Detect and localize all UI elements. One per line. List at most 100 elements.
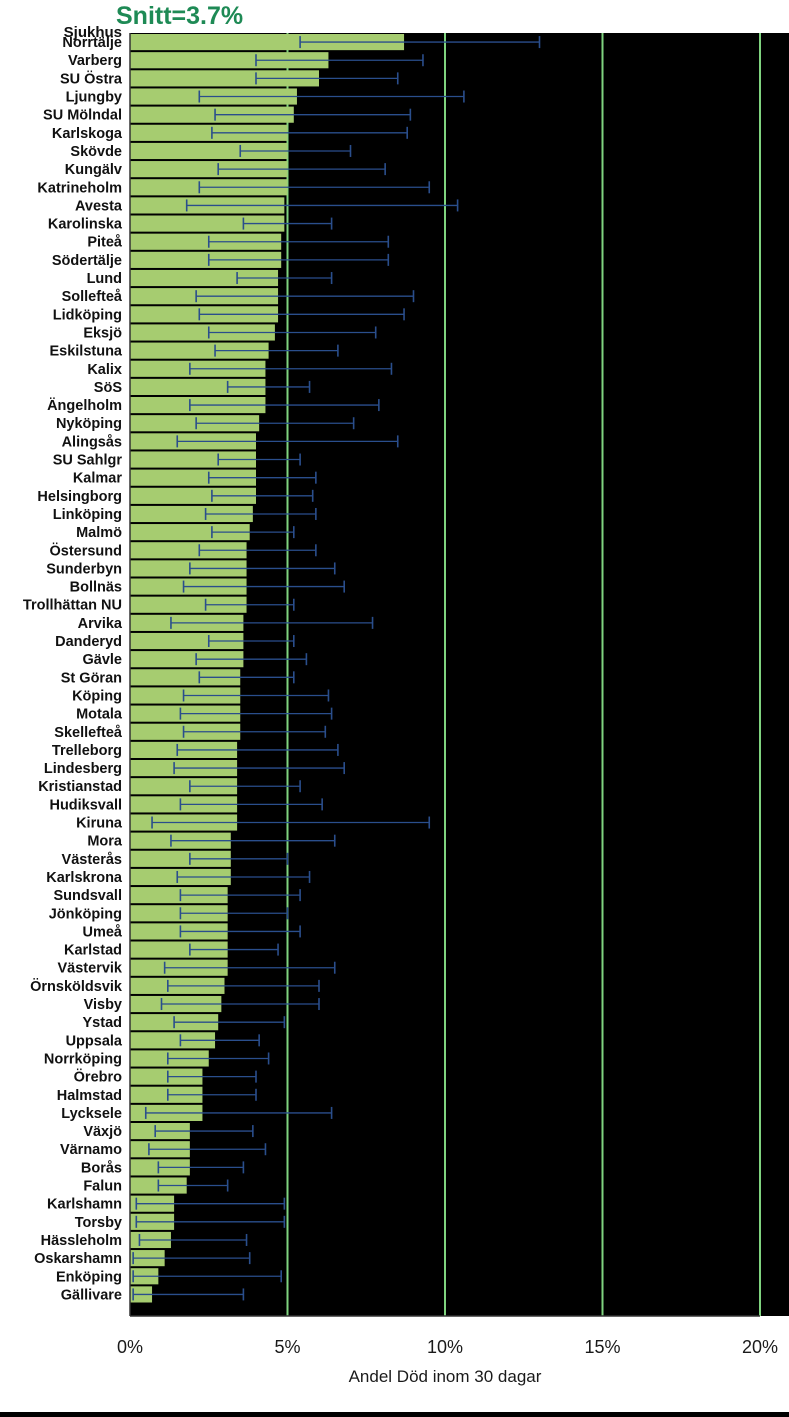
- category-label: Karlskrona: [46, 870, 123, 886]
- category-label: Västerås: [62, 852, 122, 868]
- x-axis-label: Andel Död inom 30 dagar: [349, 1367, 542, 1386]
- category-header: Sjukhus: [64, 24, 122, 41]
- category-label: Borås: [81, 1160, 122, 1176]
- category-label: Malmö: [76, 525, 122, 541]
- bar: [130, 161, 288, 178]
- category-label: Köping: [72, 688, 122, 704]
- x-axis: 0% 5% 10% 15% 20%: [117, 33, 778, 1357]
- category-label: Varberg: [68, 53, 122, 69]
- bar: [130, 632, 244, 650]
- chart-title: Snitt=3.7%: [116, 2, 243, 30]
- category-label: Sollefteå: [62, 289, 123, 305]
- category-label: Katrineholm: [37, 180, 122, 196]
- category-label: Ängelholm: [47, 397, 122, 414]
- category-label: Falun: [83, 1179, 122, 1195]
- category-label: Sundsvall: [54, 888, 123, 904]
- bar: [130, 124, 288, 141]
- category-label: Kalmar: [73, 471, 123, 487]
- title-panel: [0, 0, 789, 33]
- bar: [130, 52, 329, 69]
- category-label: Jönköping: [49, 906, 122, 922]
- bar: [130, 269, 279, 287]
- category-label: Helsingborg: [37, 489, 122, 505]
- category-label: Mora: [87, 834, 123, 850]
- category-label: Örebro: [74, 1069, 122, 1086]
- bar: [130, 560, 247, 577]
- bar: [130, 941, 228, 958]
- bar: [130, 542, 247, 559]
- bar: [130, 251, 282, 268]
- category-label: Gällivare: [61, 1287, 122, 1303]
- bar: [130, 524, 250, 541]
- category-label: Hässleholm: [41, 1233, 122, 1249]
- category-label: Norrtälje: [62, 35, 122, 51]
- bar: [130, 923, 228, 940]
- bar: [130, 1032, 216, 1049]
- category-label: Eskilstuna: [49, 344, 122, 360]
- category-label: Skellefteå: [54, 725, 123, 741]
- category-label: Linköping: [53, 507, 122, 523]
- bar: [130, 324, 275, 341]
- category-label: Hudiksvall: [49, 797, 122, 813]
- category-label: Arvika: [78, 616, 123, 632]
- x-tick-label: 20%: [742, 1337, 778, 1357]
- bar: [130, 34, 405, 51]
- bar: [130, 669, 241, 686]
- category-label: SU Östra: [60, 70, 123, 87]
- bar: [130, 378, 266, 395]
- category-label: Ystad: [83, 1015, 123, 1031]
- bar: [130, 1086, 203, 1103]
- category-label: St Göran: [61, 670, 122, 686]
- bar: [130, 505, 253, 523]
- bar: [130, 142, 288, 160]
- category-label: Nyköping: [56, 416, 122, 432]
- bar: [130, 887, 228, 904]
- category-label: Umeå: [83, 924, 123, 940]
- category-label: Karlstad: [64, 943, 122, 959]
- axis-panel: [0, 1316, 789, 1412]
- category-label: Alingsås: [62, 434, 122, 450]
- bar: [130, 106, 294, 123]
- bar: [130, 70, 319, 87]
- error-bars: [132, 36, 541, 1301]
- bar: [130, 342, 269, 359]
- bar: [130, 469, 256, 486]
- category-label: Lidköping: [53, 307, 122, 323]
- category-label: Trelleborg: [52, 743, 122, 759]
- category-label: Östersund: [49, 542, 122, 559]
- category-label: Halmstad: [57, 1088, 122, 1104]
- category-label: Lycksele: [61, 1106, 122, 1122]
- bar: [130, 487, 256, 504]
- category-label: Ljungby: [66, 90, 122, 106]
- bar: [130, 778, 238, 795]
- category-label: Karlskoga: [52, 126, 123, 142]
- category-label: Kungälv: [65, 162, 122, 178]
- category-label: Uppsala: [66, 1033, 123, 1049]
- x-tick-label: 0%: [117, 1337, 143, 1357]
- category-label: Avesta: [75, 198, 123, 214]
- bar: [130, 451, 256, 468]
- bar: [130, 1068, 203, 1085]
- category-label: Piteå: [87, 235, 123, 251]
- category-label: Skövde: [70, 144, 122, 160]
- category-label: Eksjö: [83, 325, 122, 341]
- category-label: Visby: [84, 997, 122, 1013]
- bar: [130, 850, 231, 867]
- category-label: Värnamo: [60, 1142, 122, 1158]
- category-label: Västervik: [58, 961, 123, 977]
- bar: [130, 651, 244, 668]
- category-label: Karlshamn: [47, 1197, 122, 1213]
- category-label: Örnsköldsvik: [30, 978, 123, 995]
- category-label: Gävle: [83, 652, 123, 668]
- label-panel: [0, 0, 130, 1412]
- category-label: SöS: [94, 380, 123, 396]
- category-label: Bollnäs: [70, 580, 122, 596]
- bar: [130, 215, 285, 232]
- category-label: SU Sahlgr: [53, 453, 123, 469]
- x-tick-label: 10%: [427, 1337, 463, 1357]
- category-label: Norrköping: [44, 1051, 122, 1067]
- category-label: Kiruna: [76, 816, 123, 832]
- category-label: Lund: [87, 271, 122, 287]
